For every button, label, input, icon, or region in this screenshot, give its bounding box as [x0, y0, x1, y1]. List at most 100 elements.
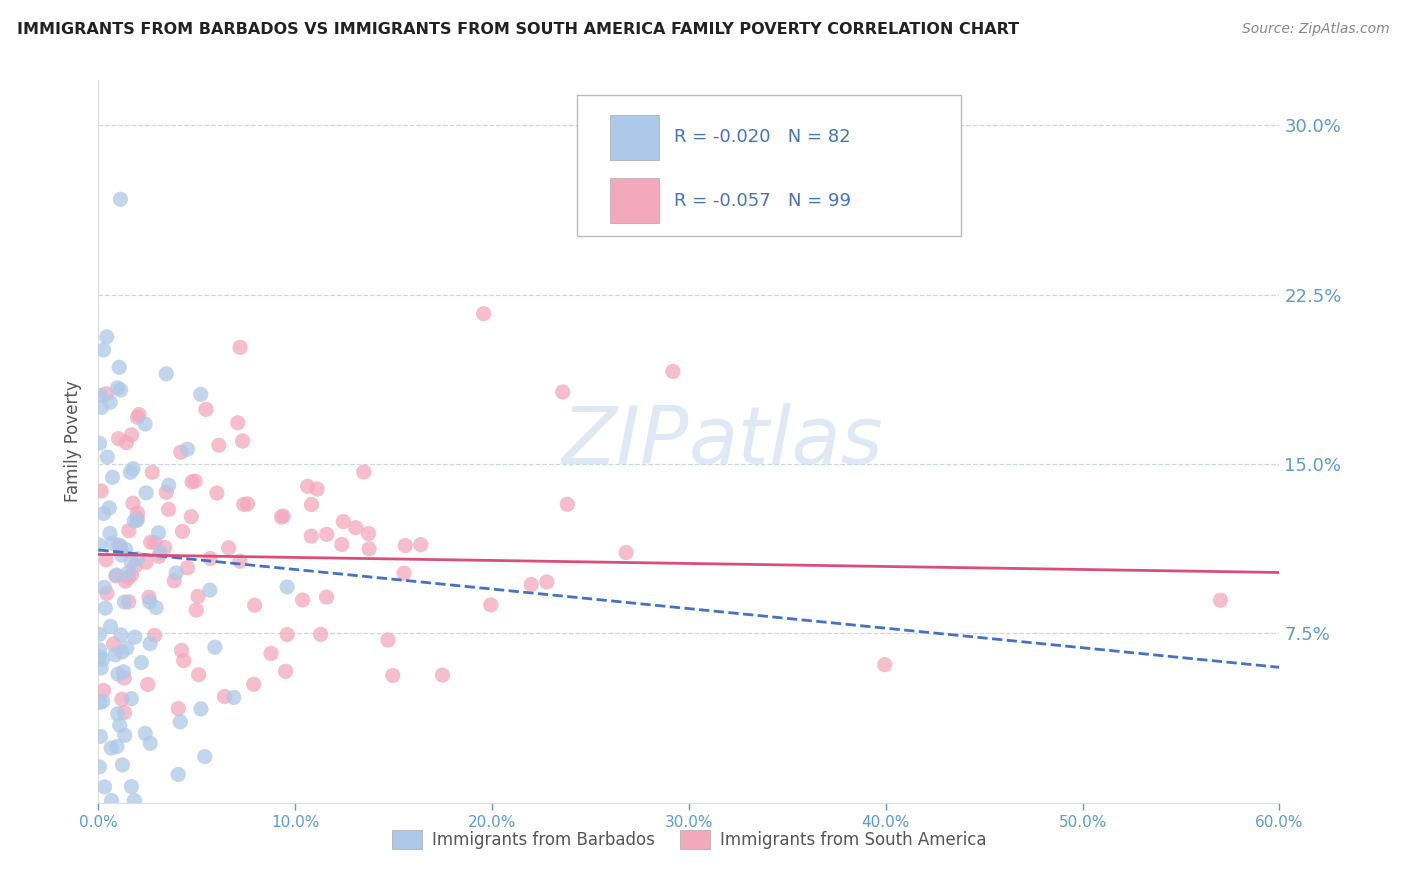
Point — [222, 690, 245, 705]
Text: Source: ZipAtlas.com: Source: ZipAtlas.com — [1241, 22, 1389, 37]
Point — [536, 574, 558, 589]
Point — [127, 506, 149, 520]
Point — [143, 535, 166, 549]
Legend: Immigrants from Barbados, Immigrants from South America: Immigrants from Barbados, Immigrants fro… — [385, 823, 993, 856]
Point — [96, 586, 118, 600]
Point — [190, 702, 212, 716]
Point — [214, 690, 236, 704]
Point — [291, 593, 314, 607]
Point — [100, 619, 122, 633]
Point — [157, 478, 180, 492]
Point — [101, 536, 124, 550]
Point — [110, 192, 132, 206]
Point — [139, 637, 162, 651]
Point — [111, 645, 134, 659]
Point — [131, 656, 153, 670]
Point — [108, 538, 131, 552]
Point — [184, 474, 207, 488]
Point — [157, 502, 180, 516]
Point — [357, 526, 380, 541]
Point — [394, 539, 416, 553]
Point — [114, 574, 136, 588]
Point — [167, 767, 190, 781]
Point — [359, 541, 381, 556]
Point — [120, 555, 142, 569]
Point — [155, 367, 177, 381]
Point — [107, 432, 129, 446]
Point — [120, 691, 142, 706]
Point — [307, 482, 329, 496]
Point — [186, 603, 208, 617]
Point — [114, 706, 136, 720]
Point — [112, 665, 135, 679]
Point — [89, 538, 111, 552]
Point — [114, 542, 136, 557]
Point — [107, 706, 129, 721]
Point — [409, 538, 432, 552]
Point — [208, 438, 231, 452]
Point — [299, 529, 322, 543]
Point — [138, 590, 160, 604]
Point — [89, 760, 111, 774]
Point — [520, 577, 543, 591]
Point — [139, 736, 162, 750]
Point — [128, 408, 150, 422]
Point — [381, 668, 404, 682]
Point — [91, 652, 114, 666]
Point — [167, 701, 190, 715]
Point — [114, 728, 136, 742]
Text: R = -0.020   N = 82: R = -0.020 N = 82 — [673, 128, 851, 146]
Point — [198, 583, 221, 598]
Text: atlas: atlas — [689, 402, 884, 481]
Point — [232, 497, 254, 511]
Point — [121, 427, 143, 442]
Point — [141, 465, 163, 479]
Point — [122, 514, 145, 528]
Point — [110, 539, 132, 553]
Point — [229, 554, 252, 568]
Point — [614, 545, 637, 559]
Point — [271, 509, 294, 524]
Point — [155, 485, 177, 500]
Point — [432, 668, 454, 682]
Point — [91, 694, 114, 708]
Point — [89, 643, 111, 657]
Point — [90, 483, 112, 498]
Point — [100, 741, 122, 756]
Point — [242, 677, 264, 691]
Point — [93, 507, 115, 521]
Point — [107, 381, 129, 395]
Point — [236, 497, 259, 511]
Point — [309, 627, 332, 641]
Point — [118, 595, 141, 609]
Point — [297, 479, 319, 493]
Point — [96, 386, 118, 401]
Point — [226, 416, 249, 430]
Point — [181, 475, 204, 489]
Point — [135, 555, 157, 569]
Point — [169, 714, 191, 729]
Point — [301, 498, 323, 512]
Point — [110, 628, 132, 642]
Point — [127, 551, 149, 566]
Point — [1209, 593, 1232, 607]
Point — [662, 364, 685, 378]
Point — [89, 695, 111, 709]
Point — [94, 601, 117, 615]
Point — [98, 395, 121, 409]
Point — [120, 780, 142, 794]
Point — [89, 388, 111, 402]
FancyBboxPatch shape — [610, 115, 659, 160]
Point — [115, 640, 138, 655]
Point — [111, 758, 134, 772]
Point — [104, 648, 127, 662]
Point — [204, 640, 226, 655]
Point — [108, 360, 131, 375]
Text: R = -0.057   N = 99: R = -0.057 N = 99 — [673, 192, 851, 210]
Point — [124, 630, 146, 644]
Text: IMMIGRANTS FROM BARBADOS VS IMMIGRANTS FROM SOUTH AMERICA FAMILY POVERTY CORRELA: IMMIGRANTS FROM BARBADOS VS IMMIGRANTS F… — [17, 22, 1019, 37]
Point — [110, 548, 132, 562]
Point — [89, 649, 111, 664]
Point — [101, 470, 124, 484]
Point — [472, 307, 495, 321]
